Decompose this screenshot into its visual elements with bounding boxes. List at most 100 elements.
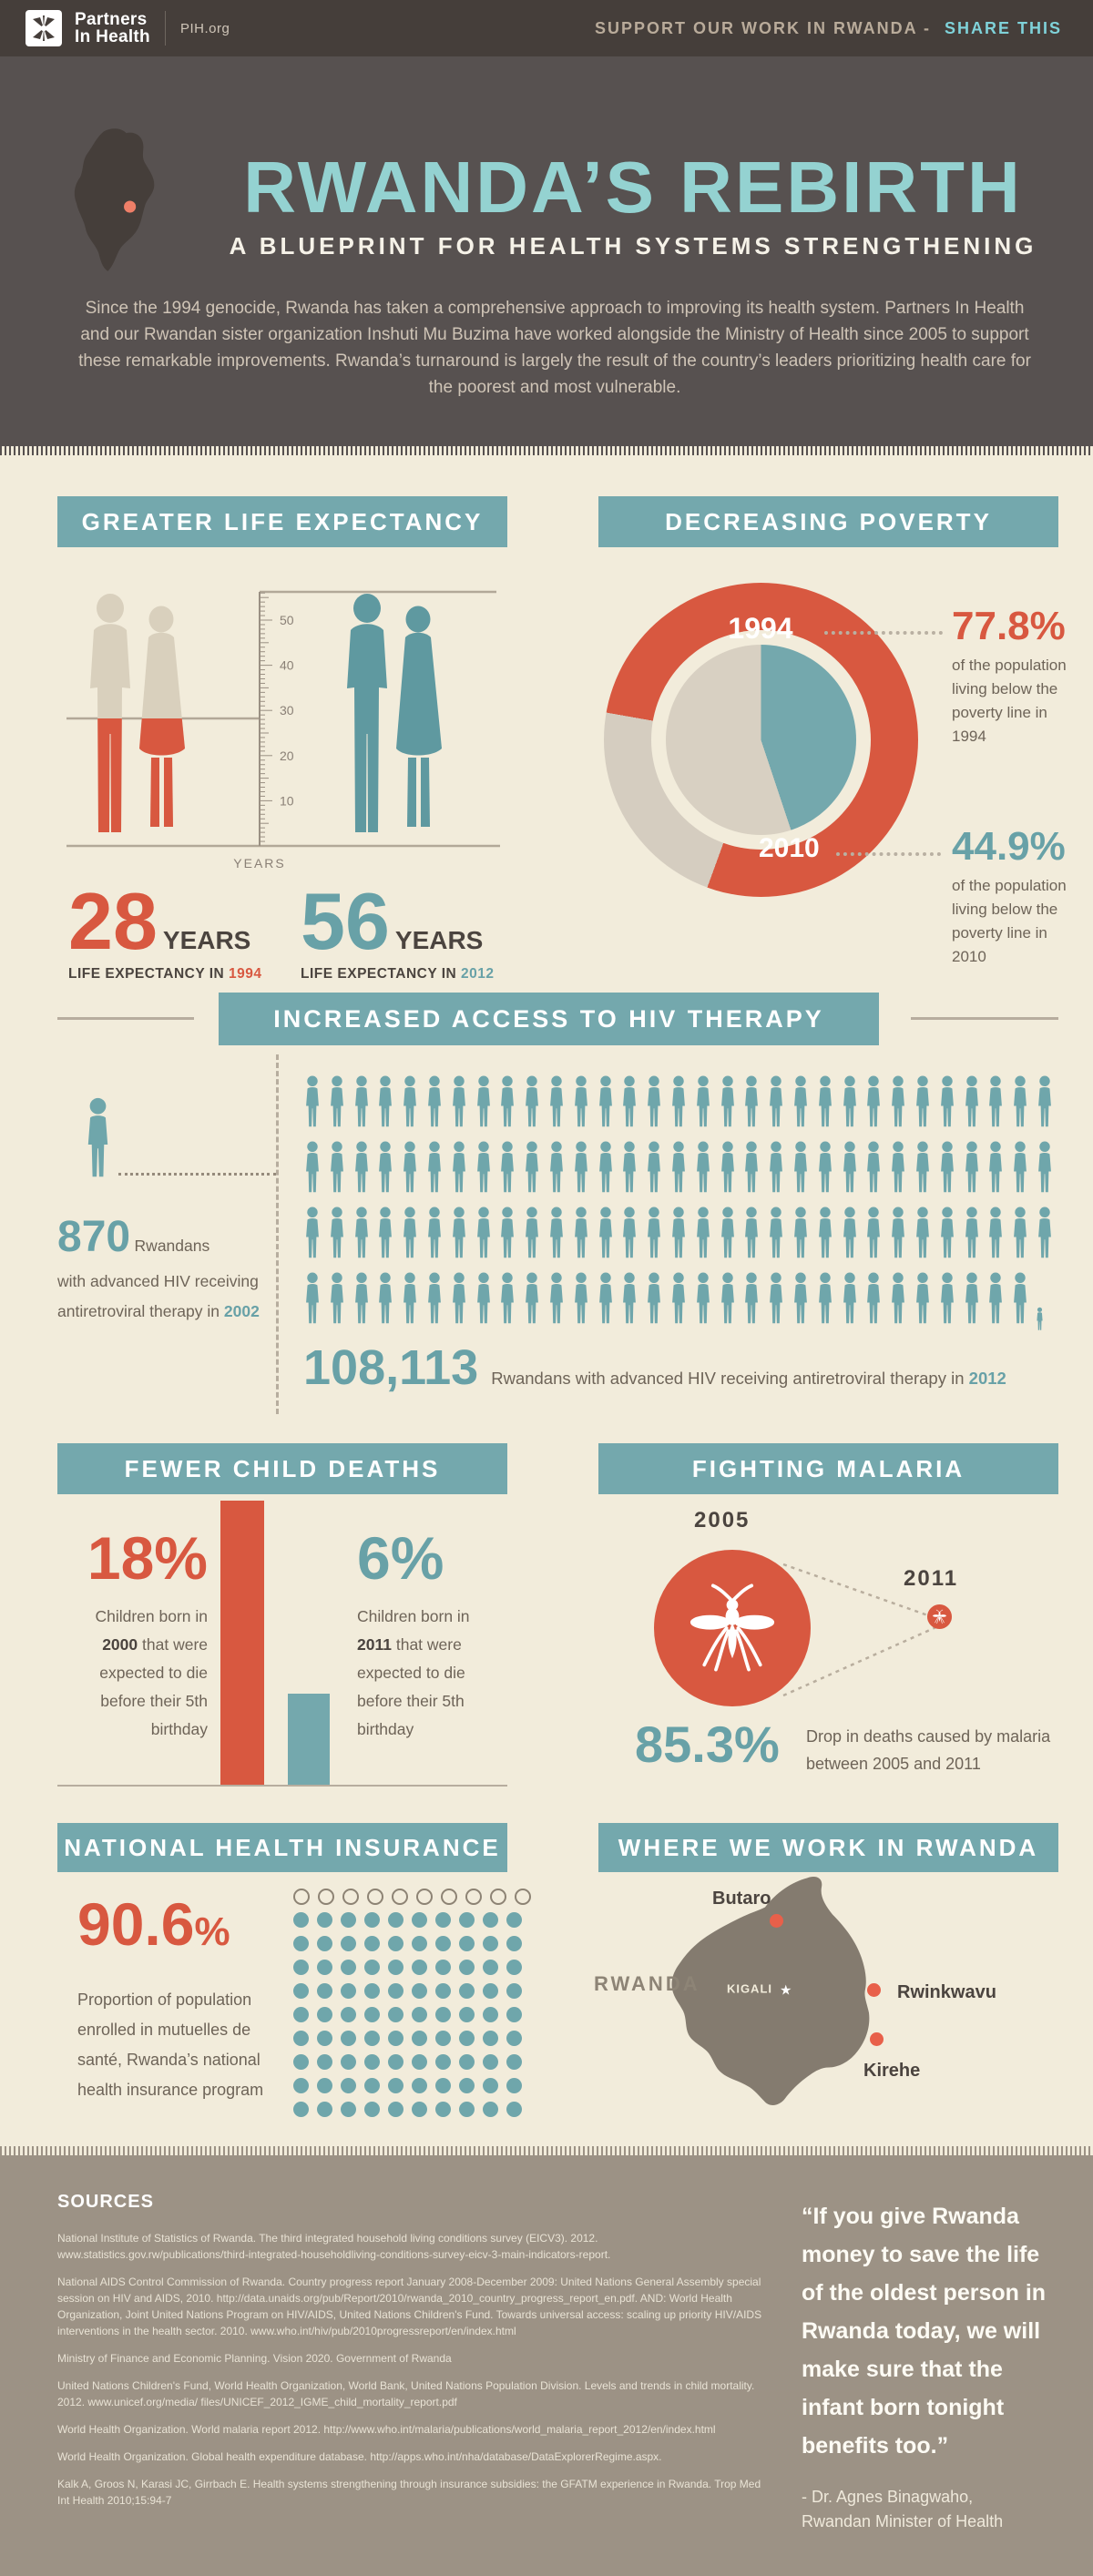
population-dot-empty	[318, 1889, 334, 1905]
population-dot	[459, 1936, 475, 1951]
population-dot	[435, 1936, 451, 1951]
person-icon	[1036, 1138, 1054, 1196]
person-icon	[792, 1204, 810, 1262]
perforation-divider-top	[0, 446, 1093, 455]
population-dot	[435, 1912, 451, 1928]
population-dot	[388, 1960, 403, 1975]
share-this-link[interactable]: SHARE THIS	[944, 18, 1062, 37]
population-dot	[317, 2031, 332, 2046]
stat-life-1994: 28 YEARS LIFE EXPECTANCY IN 1994	[68, 876, 262, 983]
stat-child-2011: 6% Children born in 2011 that were expec…	[357, 1524, 470, 1738]
person-icon	[1036, 1204, 1054, 1262]
person-icon	[669, 1138, 688, 1196]
person-icon	[914, 1204, 932, 1262]
population-dot-empty	[392, 1889, 408, 1905]
person-icon	[376, 1073, 394, 1131]
mosquito-icon	[684, 1580, 781, 1676]
bar-2000	[220, 1501, 264, 1785]
population-dot	[317, 1912, 332, 1928]
stat-poverty-1994: 77.8% of the population living below the…	[952, 604, 1067, 746]
svg-text:10: 10	[280, 793, 294, 808]
person-icon	[938, 1269, 956, 1328]
person-icon	[303, 1269, 322, 1328]
person-icon	[816, 1269, 834, 1328]
population-dot	[341, 1936, 356, 1951]
person-icon	[963, 1204, 981, 1262]
person-icon	[352, 1269, 371, 1328]
population-dot	[364, 2007, 380, 2022]
malaria-circle-2011	[927, 1604, 952, 1629]
person-icon	[597, 1073, 615, 1131]
population-dot	[459, 2007, 475, 2022]
bar-2011	[288, 1694, 330, 1785]
person-icon	[523, 1204, 541, 1262]
population-dot	[388, 2102, 403, 2117]
person-icon	[450, 1269, 468, 1328]
population-dot-empty	[293, 1889, 310, 1905]
malaria-desc: Drop in deaths caused by malaria between…	[806, 1727, 1051, 1773]
svg-text:40: 40	[280, 658, 294, 673]
couple-2012-silhouette	[347, 594, 442, 832]
stat-child-2000: 18% Children born in 2000 that were expe…	[87, 1524, 208, 1738]
person-icon	[938, 1138, 956, 1196]
banner-hiv: INCREASED ACCESS TO HIV THERAPY	[219, 993, 879, 1045]
person-icon	[669, 1269, 688, 1328]
divider	[164, 11, 166, 46]
population-dot	[388, 2031, 403, 2046]
population-dot	[506, 1983, 522, 1999]
support-label: SUPPORT OUR WORK IN RWANDA -	[594, 18, 931, 37]
banner-side-line	[911, 1017, 1058, 1020]
insurance-dot-grid	[293, 1889, 539, 2125]
sources-heading: SOURCES	[57, 2192, 154, 2212]
quote-text: “If you give Rwanda money to save the li…	[802, 2204, 1047, 2459]
population-dot	[435, 2007, 451, 2022]
leader-line-1994	[824, 631, 943, 635]
population-dot	[459, 2102, 475, 2117]
population-dot	[483, 2102, 498, 2117]
person-icon	[914, 1073, 932, 1131]
person-icon	[498, 1073, 516, 1131]
person-icon	[645, 1269, 663, 1328]
population-dot	[412, 2078, 427, 2093]
person-icon	[450, 1073, 468, 1131]
person-icon	[572, 1138, 590, 1196]
pih-logo[interactable]: Partners In Health	[26, 10, 150, 46]
person-icon	[620, 1269, 638, 1328]
stat-malaria-pct: 85.3%	[635, 1716, 780, 1773]
population-dot	[293, 2078, 309, 2093]
person-icon	[841, 1138, 859, 1196]
person-icon	[401, 1138, 419, 1196]
africa-map-icon	[55, 126, 187, 282]
population-dot	[341, 2102, 356, 2117]
person-icon	[401, 1073, 419, 1131]
person-icon	[719, 1204, 737, 1262]
person-icon	[620, 1204, 638, 1262]
person-icon	[547, 1073, 566, 1131]
person-icon	[425, 1269, 444, 1328]
person-icon	[767, 1073, 785, 1131]
person-icon	[742, 1204, 761, 1262]
person-icon	[475, 1204, 493, 1262]
site-label-kirehe: Kirehe	[863, 2061, 921, 2081]
person-icon	[938, 1073, 956, 1131]
person-icon	[1011, 1138, 1029, 1196]
hiv-pictogram-row	[303, 1204, 1068, 1262]
person-icon	[376, 1204, 394, 1262]
population-dot-empty	[441, 1889, 457, 1905]
person-icon	[792, 1073, 810, 1131]
population-dot	[364, 2054, 380, 2070]
svg-text:20: 20	[280, 748, 294, 763]
person-icon	[523, 1269, 541, 1328]
rwanda-location-dot	[124, 200, 137, 213]
person-icon	[986, 1138, 1005, 1196]
site-dot-butaro	[770, 1914, 783, 1928]
insurance-desc: Proportion of population enrolled in mut…	[77, 1991, 264, 2099]
person-icon	[645, 1073, 663, 1131]
person-icon	[1011, 1073, 1029, 1131]
population-dot	[341, 2054, 356, 2070]
person-icon	[963, 1073, 981, 1131]
person-icon	[572, 1204, 590, 1262]
person-icon	[719, 1269, 737, 1328]
pih-org-link[interactable]: PIH.org	[179, 20, 230, 36]
hiv-pictogram-row	[303, 1269, 1068, 1330]
